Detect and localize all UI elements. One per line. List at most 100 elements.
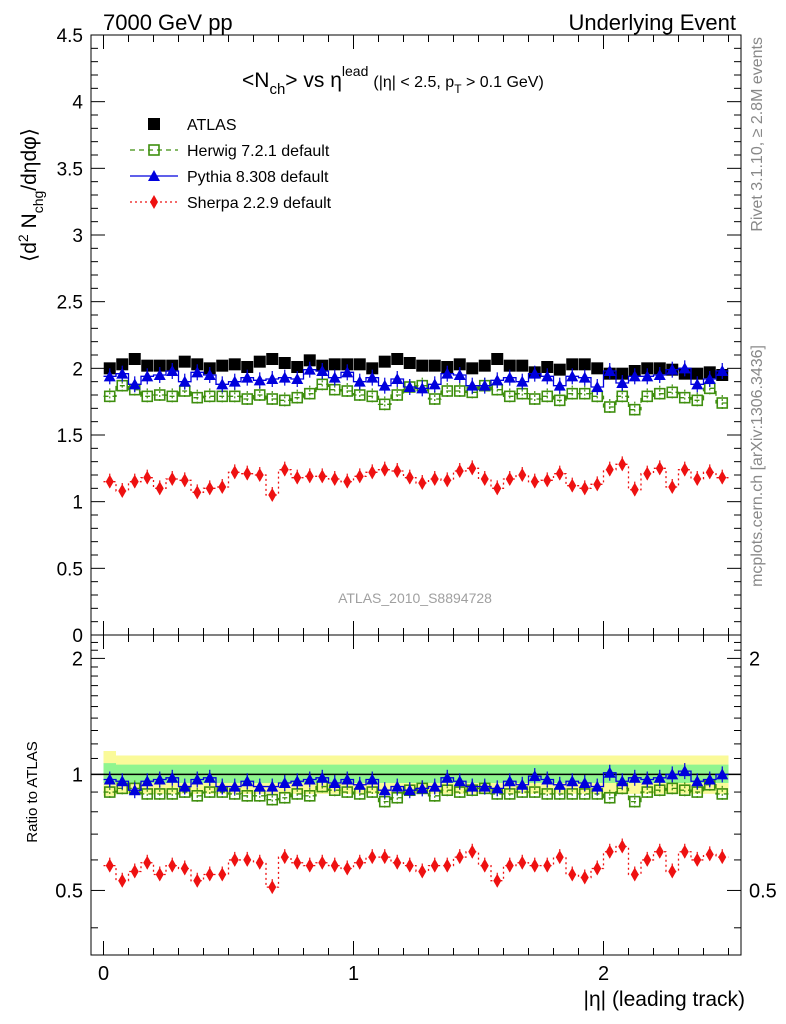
main-point-sherpa xyxy=(693,472,702,486)
main-point-atlas xyxy=(478,359,491,372)
main-point-atlas xyxy=(291,361,304,373)
main-point-sherpa xyxy=(468,461,477,476)
ratio-point-sherpa xyxy=(205,867,214,882)
main-ytick-label: 2 xyxy=(72,359,83,380)
main-point-herwig xyxy=(453,385,466,397)
main-point-pythia xyxy=(528,367,541,379)
ratio-series xyxy=(103,763,729,896)
ratio-point-pythia xyxy=(478,780,491,792)
main-point-pythia xyxy=(553,379,566,391)
main-point-sherpa xyxy=(530,474,539,489)
ratio-point-sherpa xyxy=(443,858,452,873)
ratio-point-pythia xyxy=(453,775,466,787)
main-point-pythia xyxy=(253,374,266,386)
main-point-atlas xyxy=(578,358,591,371)
main-point-sherpa xyxy=(205,481,214,496)
ratio-point-pythia xyxy=(566,775,579,787)
ratio-ytick-label: 0.5 xyxy=(55,880,83,902)
ratio-point-sherpa xyxy=(668,864,677,879)
main-point-sherpa xyxy=(230,465,239,480)
y-axis-label-main: ⟨d2 Nchg/dηdφ⟩ xyxy=(15,128,46,262)
ratio-point-sherpa xyxy=(718,850,727,865)
main-point-herwig xyxy=(103,390,116,403)
main-point-pythia xyxy=(366,371,379,383)
legend-label: Sherpa 2.2.9 default xyxy=(187,195,332,212)
ratio-point-pythia xyxy=(303,773,316,785)
main-point-herwig xyxy=(278,394,291,407)
ratio-point-herwig xyxy=(241,790,254,802)
main-point-herwig xyxy=(291,391,304,404)
main-point-pythia xyxy=(566,370,579,382)
ratio-point-pythia xyxy=(341,773,354,785)
main-series xyxy=(103,353,729,503)
main-ytick-label: 3 xyxy=(72,226,83,247)
plot-title-main-sub: ch xyxy=(269,81,285,98)
main-point-pythia xyxy=(378,379,391,391)
main-point-pythia xyxy=(216,378,229,390)
main-point-sherpa xyxy=(418,476,427,490)
main-point-pythia xyxy=(166,365,179,376)
main-point-atlas xyxy=(391,353,404,365)
main-point-atlas xyxy=(516,359,529,372)
ratio-point-pythia xyxy=(266,780,279,792)
main-point-atlas xyxy=(278,357,291,369)
main-point-herwig xyxy=(428,393,441,405)
main-point-pythia xyxy=(291,373,304,384)
main-point-herwig xyxy=(678,391,691,404)
ratio-point-pythia xyxy=(528,770,541,782)
main-point-sherpa xyxy=(218,480,227,494)
main-point-pythia xyxy=(641,370,654,382)
x-tick-label: 0 xyxy=(98,963,109,985)
main-ytick-label: 2.5 xyxy=(57,293,83,314)
plot-title-main-a: <N xyxy=(242,69,269,92)
ratio-point-pythia xyxy=(553,778,566,790)
main-ytick-label: 3.5 xyxy=(57,159,83,180)
main-point-sherpa xyxy=(668,480,677,494)
main-line-sherpa xyxy=(103,463,729,496)
ratio-point-sherpa xyxy=(568,867,577,882)
ratio-line-herwig xyxy=(103,784,729,803)
main-point-pythia xyxy=(441,367,454,379)
ratio-point-pythia xyxy=(191,773,204,785)
main-point-herwig xyxy=(441,385,454,397)
axes: 0 0.5 1 1.5 2 2.5 3 3.5 4 4.5 0 1 2 0.5 1 2 0.5 2 xyxy=(55,26,777,985)
main-point-sherpa xyxy=(130,474,139,489)
ratio-series-pythia xyxy=(103,763,729,799)
legend-marker xyxy=(150,195,158,209)
main-point-herwig xyxy=(378,398,391,411)
main-point-sherpa xyxy=(193,485,202,500)
main-point-pythia xyxy=(191,366,204,378)
ratio-point-sherpa xyxy=(118,873,127,888)
ratio-point-sherpa xyxy=(305,858,314,873)
ratio-point-sherpa xyxy=(155,867,164,882)
main-point-atlas xyxy=(553,363,566,376)
main-ytick-label: 4.5 xyxy=(57,26,83,47)
main-point-pythia xyxy=(578,371,591,383)
ratio-point-sherpa xyxy=(580,870,589,885)
main-ytick-label: 1 xyxy=(72,493,83,514)
main-point-sherpa xyxy=(355,469,364,484)
main-point-sherpa xyxy=(705,465,714,480)
main-point-pythia xyxy=(403,381,416,392)
header-right: Underlying Event xyxy=(568,10,736,35)
main-point-herwig xyxy=(541,390,554,403)
legend-marker xyxy=(148,170,160,181)
main-point-atlas xyxy=(353,358,366,371)
main-point-sherpa xyxy=(330,472,339,486)
main-point-sherpa xyxy=(143,470,152,485)
ratio-point-pythia xyxy=(228,780,241,792)
ratio-point-sherpa xyxy=(455,850,464,865)
main-point-pythia xyxy=(516,375,529,387)
main-point-sherpa xyxy=(593,477,602,492)
ratio-point-pythia xyxy=(716,768,729,780)
ratio-point-pythia xyxy=(278,777,291,789)
main-point-atlas xyxy=(328,358,341,371)
ratio-point-pythia xyxy=(641,773,654,785)
ratio-point-sherpa xyxy=(143,855,152,870)
main-point-herwig xyxy=(391,389,404,401)
main-point-pythia xyxy=(616,377,629,388)
main-point-herwig xyxy=(166,390,179,403)
ratio-point-sherpa xyxy=(243,852,252,867)
main-point-sherpa xyxy=(243,466,252,481)
